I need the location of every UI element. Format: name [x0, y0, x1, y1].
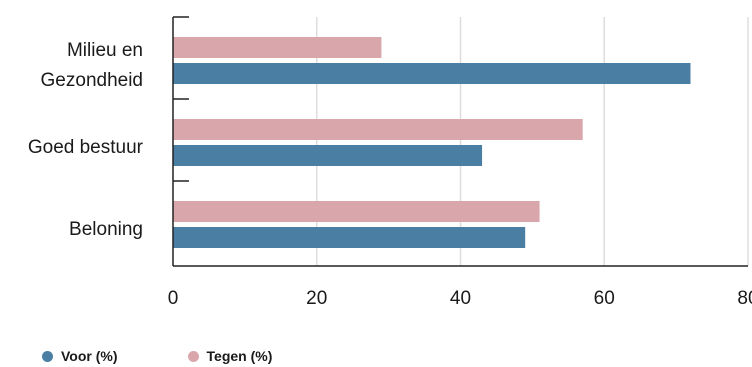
bar-tegen-1 [173, 37, 382, 58]
bar-voor-2 [173, 145, 483, 166]
legend-label-voor: Voor (%) [61, 348, 118, 364]
legend-label-tegen: Tegen (%) [206, 348, 273, 364]
x-tick-label-80: 80 [737, 288, 752, 309]
x-tick-label-0: 0 [168, 288, 179, 309]
bar-voor-3 [173, 227, 526, 248]
legend-item-tegen: Tegen (%) [187, 348, 273, 364]
legend: Voor (%) Tegen (%) [42, 346, 342, 366]
x-tick-label-20: 20 [306, 288, 327, 309]
bar-tegen-2 [173, 119, 583, 140]
legend-swatch-voor [42, 350, 53, 362]
axes [172, 16, 748, 267]
bar-tegen-3 [173, 201, 540, 222]
category-label-2: Goed bestuur [28, 137, 144, 158]
category-label-3: Beloning [69, 219, 143, 240]
legend-item-voor: Voor (%) [42, 348, 118, 364]
legend-swatch-tegen [187, 350, 199, 362]
gridlines [316, 17, 749, 266]
bars [173, 37, 691, 248]
category-label-1: Milieu en Gezondheid [41, 40, 143, 91]
x-tick-label-60: 60 [594, 288, 615, 309]
bar-voor-1 [173, 63, 691, 84]
x-tick-label-40: 40 [450, 288, 471, 309]
